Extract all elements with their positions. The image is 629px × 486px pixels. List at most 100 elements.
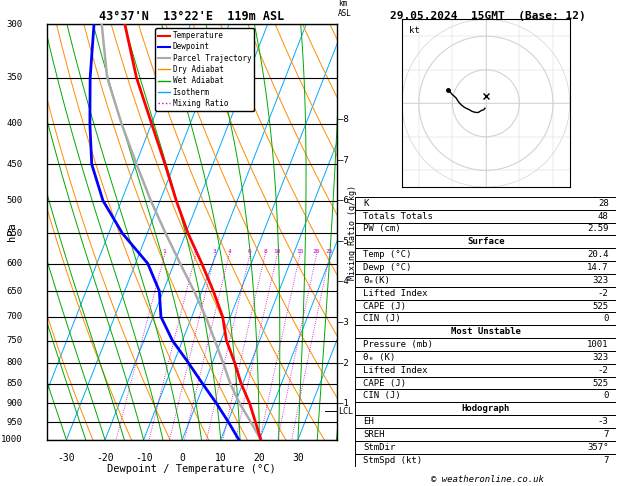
Bar [355, 351, 616, 364]
Text: Lifted Index: Lifted Index [363, 366, 428, 375]
Text: 15: 15 [296, 248, 304, 254]
Bar [355, 338, 616, 351]
Text: 30: 30 [292, 453, 304, 463]
Text: StmDir: StmDir [363, 443, 396, 452]
Text: –8: –8 [338, 115, 348, 124]
Text: Dewp (°C): Dewp (°C) [363, 263, 411, 272]
Text: θₑ (K): θₑ (K) [363, 353, 396, 362]
Bar [355, 415, 616, 428]
Bar [355, 325, 616, 338]
Text: -30: -30 [58, 453, 75, 463]
Text: -20: -20 [96, 453, 114, 463]
Text: 850: 850 [6, 379, 23, 388]
Bar [355, 197, 616, 209]
Text: –7: –7 [338, 156, 348, 165]
Bar [355, 274, 616, 287]
Text: 2: 2 [194, 248, 198, 254]
Text: Pressure (mb): Pressure (mb) [363, 340, 433, 349]
Text: 4: 4 [227, 248, 231, 254]
Text: 20: 20 [253, 453, 265, 463]
Text: –6: –6 [338, 196, 348, 205]
Text: 400: 400 [6, 119, 23, 128]
Text: 20.4: 20.4 [587, 250, 609, 259]
Bar [355, 402, 616, 415]
Text: 10: 10 [215, 453, 226, 463]
Text: 0: 0 [603, 314, 609, 323]
Text: -10: -10 [135, 453, 152, 463]
Text: –2: –2 [338, 359, 348, 368]
Legend: Temperature, Dewpoint, Parcel Trajectory, Dry Adiabat, Wet Adiabat, Isotherm, Mi: Temperature, Dewpoint, Parcel Trajectory… [155, 28, 254, 111]
Text: 7: 7 [603, 456, 609, 465]
Text: 20: 20 [313, 248, 320, 254]
Text: kt: kt [409, 26, 420, 35]
Bar [355, 235, 616, 248]
Text: 900: 900 [6, 399, 23, 408]
Text: 25: 25 [326, 248, 333, 254]
Text: Mixing Ratio (g/kg): Mixing Ratio (g/kg) [348, 185, 357, 279]
Text: SREH: SREH [363, 430, 385, 439]
Text: 750: 750 [6, 336, 23, 345]
Text: 3: 3 [213, 248, 217, 254]
Text: 0: 0 [179, 453, 185, 463]
Text: 6: 6 [248, 248, 252, 254]
Text: Surface: Surface [467, 237, 504, 246]
Text: 0: 0 [603, 391, 609, 400]
Text: 450: 450 [6, 160, 23, 169]
Text: Lifted Index: Lifted Index [363, 289, 428, 297]
Text: 28: 28 [598, 199, 609, 208]
Text: 800: 800 [6, 358, 23, 367]
Text: 650: 650 [6, 287, 23, 295]
Text: LCL: LCL [338, 407, 353, 416]
Text: -2: -2 [598, 289, 609, 297]
Text: –3: –3 [338, 318, 348, 327]
Text: 14.7: 14.7 [587, 263, 609, 272]
Text: EH: EH [363, 417, 374, 426]
Text: Hodograph: Hodograph [462, 404, 510, 413]
Text: –5: –5 [338, 237, 348, 246]
Text: 1: 1 [163, 248, 167, 254]
Bar [355, 454, 616, 467]
Text: StmSpd (kt): StmSpd (kt) [363, 456, 422, 465]
Bar [355, 223, 616, 235]
Title: 43°37'N  13°22'E  119m ASL: 43°37'N 13°22'E 119m ASL [99, 10, 284, 23]
Text: 525: 525 [593, 379, 609, 387]
Text: CIN (J): CIN (J) [363, 314, 401, 323]
Text: 10: 10 [274, 248, 281, 254]
Text: Dewpoint / Temperature (°C): Dewpoint / Temperature (°C) [108, 464, 276, 474]
Text: Temp (°C): Temp (°C) [363, 250, 411, 259]
Bar [355, 248, 616, 261]
Text: 48: 48 [598, 211, 609, 221]
Text: CIN (J): CIN (J) [363, 391, 401, 400]
Text: 1001: 1001 [587, 340, 609, 349]
Text: 323: 323 [593, 353, 609, 362]
Text: km
ASL: km ASL [338, 0, 352, 18]
Text: –1: –1 [338, 399, 348, 408]
Text: 8: 8 [263, 248, 267, 254]
Text: K: K [363, 199, 369, 208]
Bar [355, 287, 616, 299]
Bar [355, 428, 616, 441]
Text: CAPE (J): CAPE (J) [363, 379, 406, 387]
Text: 550: 550 [6, 229, 23, 238]
Bar [355, 364, 616, 377]
Bar [355, 441, 616, 454]
Text: 7: 7 [603, 430, 609, 439]
Text: Most Unstable: Most Unstable [451, 327, 521, 336]
Text: PW (cm): PW (cm) [363, 225, 401, 233]
Text: 2.59: 2.59 [587, 225, 609, 233]
Text: 500: 500 [6, 196, 23, 205]
Text: 300: 300 [6, 20, 23, 29]
Bar [355, 261, 616, 274]
Bar [355, 209, 616, 223]
Bar [355, 377, 616, 389]
Text: –4: –4 [338, 278, 348, 286]
Text: 600: 600 [6, 259, 23, 268]
Text: 357°: 357° [587, 443, 609, 452]
Text: Totals Totals: Totals Totals [363, 211, 433, 221]
Bar [355, 312, 616, 325]
Text: 525: 525 [593, 301, 609, 311]
Text: hPa: hPa [8, 223, 18, 242]
Text: -3: -3 [598, 417, 609, 426]
Text: -2: -2 [598, 366, 609, 375]
Text: 950: 950 [6, 417, 23, 427]
